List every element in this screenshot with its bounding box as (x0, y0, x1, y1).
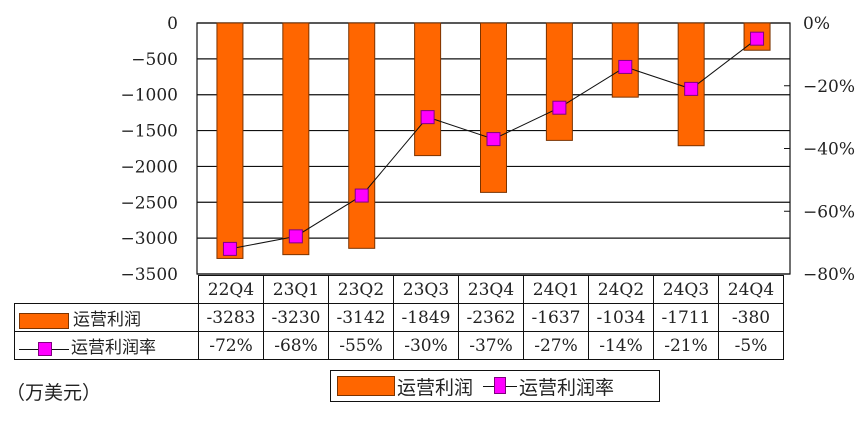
bar-legend-swatch-icon (337, 376, 395, 396)
data-table: 22Q4 23Q1 23Q2 23Q3 23Q4 24Q1 24Q2 24Q3 … (14, 275, 784, 360)
marker-square-icon (750, 31, 765, 46)
marker-square-icon (618, 59, 633, 74)
table-cell: -1034 (588, 303, 654, 332)
bar-operating-profit (545, 22, 573, 141)
table-header-cell: 22Q4 (198, 275, 264, 304)
table-cell: -5% (718, 331, 784, 360)
marker-square-icon (288, 229, 303, 244)
marker-square-icon (420, 110, 435, 125)
table-cell: -55% (328, 331, 394, 360)
row-label-operating-profit: 运营利润 (14, 303, 199, 332)
right-axis-tick-label: −80% (803, 265, 855, 280)
row-label-operating-margin: 运营利润率 (14, 331, 199, 360)
line-marker-legend-icon (483, 377, 518, 394)
left-axis-tick-label: −1500 (120, 122, 178, 142)
table-cell: -21% (653, 331, 719, 360)
line-marker-legend-icon (19, 341, 69, 356)
left-axis-tick-label: −500 (131, 50, 178, 70)
table-row-operating-profit: 运营利润 -3283 -3230 -3142 -1849 -2362 -1637… (14, 303, 784, 332)
chart-legend: 运营利润 运营利润率 (330, 370, 660, 402)
legend-label-operating-profit: 运营利润 (397, 376, 474, 399)
table-header-cell: 24Q1 (523, 275, 589, 304)
table-header-cell: 23Q3 (393, 275, 459, 304)
left-axis-tick-label: −2000 (120, 157, 178, 177)
table-cell: -3142 (328, 303, 394, 332)
table-header-row: 22Q4 23Q1 23Q2 23Q3 23Q4 24Q1 24Q2 24Q3 … (14, 275, 784, 304)
table-header-cell: 23Q2 (328, 275, 394, 304)
table-cell: -68% (263, 331, 329, 360)
right-axis-tick-label: −20% (803, 77, 855, 97)
table-cell: -2362 (458, 303, 524, 332)
right-axis-tick-label: 0% (803, 14, 830, 34)
table-cell: -14% (588, 331, 654, 360)
bar-operating-profit (348, 22, 376, 249)
marker-square-icon (354, 188, 369, 203)
table-cell: -380 (718, 303, 784, 332)
bar-operating-profit (282, 22, 310, 256)
right-axis-tick-label: −60% (803, 202, 855, 222)
table-cell: -30% (393, 331, 459, 360)
bar-operating-profit (414, 22, 442, 157)
bar-operating-profit (216, 22, 244, 259)
table-cell: -72% (198, 331, 264, 360)
bar-legend-swatch-icon (19, 312, 69, 329)
legend-label-operating-margin: 运营利润率 (519, 376, 615, 399)
bar-operating-profit (480, 22, 507, 193)
table-cell: -27% (523, 331, 589, 360)
table-header-cell: 24Q2 (588, 275, 654, 304)
table-cell: -3283 (198, 303, 264, 332)
marker-square-icon (684, 81, 699, 96)
table-header-cell: 23Q4 (458, 275, 524, 304)
table-header-cell: 24Q3 (653, 275, 719, 304)
left-axis-tick-label: −2500 (120, 193, 178, 213)
table-cell: -37% (458, 331, 524, 360)
right-axis-tick-label: −40% (803, 140, 855, 160)
marker-square-icon (222, 241, 237, 256)
left-axis-tick-label: 0 (167, 14, 178, 34)
table-header-cell: 24Q4 (718, 275, 784, 304)
table-cell: -1711 (653, 303, 719, 332)
marker-square-icon (552, 100, 567, 115)
table-cell: -1849 (393, 303, 459, 332)
table-header-cell: 23Q1 (263, 275, 329, 304)
table-cell: -1637 (523, 303, 589, 332)
table-row-operating-margin: 运营利润率 -72% -68% -55% -30% -37% -27% -14%… (14, 331, 784, 360)
marker-square-icon (486, 132, 501, 147)
left-axis-tick-label: −1000 (120, 86, 178, 106)
table-cell: -3230 (263, 303, 329, 332)
left-axis-tick-label: −3000 (120, 229, 178, 249)
unit-label: （万美元） (6, 382, 102, 404)
chart-plot: 0−500−1000−1500−2000−2500−3000−35000%−20… (120, 14, 855, 280)
